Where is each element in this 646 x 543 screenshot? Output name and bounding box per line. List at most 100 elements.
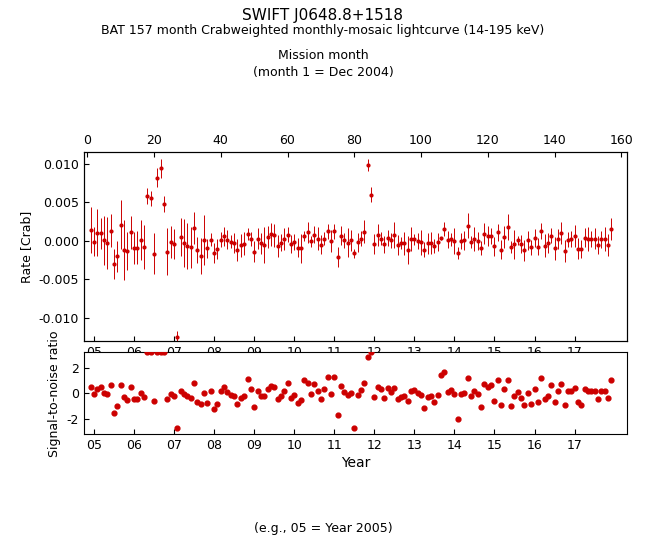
Point — [239, 392, 249, 401]
Point — [152, 348, 163, 356]
Point — [236, 394, 246, 402]
X-axis label: Year: Year — [340, 457, 370, 470]
Point — [253, 387, 263, 395]
Point — [489, 396, 499, 405]
Point — [516, 394, 526, 402]
Point — [132, 394, 143, 403]
Point — [579, 384, 590, 393]
Point — [606, 376, 616, 384]
Point — [576, 400, 587, 409]
Point — [299, 376, 309, 384]
Point — [346, 388, 356, 397]
Point — [99, 389, 109, 397]
Point — [393, 394, 403, 403]
Point — [269, 382, 279, 391]
Point — [85, 383, 96, 392]
Point — [149, 397, 159, 406]
Point — [543, 392, 553, 400]
Point — [496, 401, 506, 409]
Y-axis label: Rate [Crab]: Rate [Crab] — [20, 211, 33, 283]
Point — [536, 374, 547, 382]
Point — [182, 392, 193, 400]
Point — [259, 392, 269, 401]
Point — [145, 348, 156, 356]
Point — [389, 383, 399, 392]
Point — [256, 392, 266, 401]
Point — [499, 384, 510, 393]
Point — [546, 381, 556, 389]
Point — [159, 348, 169, 356]
Point — [109, 408, 119, 417]
Point — [583, 387, 593, 396]
Point — [376, 385, 386, 394]
Point — [559, 401, 570, 409]
Point — [433, 390, 443, 399]
Point — [476, 402, 486, 411]
Point — [586, 387, 596, 395]
Point — [402, 397, 413, 406]
Point — [302, 379, 313, 388]
Point — [89, 389, 99, 398]
Point — [289, 391, 299, 400]
Point — [362, 353, 373, 362]
Point — [139, 393, 149, 401]
Point — [105, 381, 116, 389]
Point — [533, 398, 543, 407]
Point — [396, 393, 406, 402]
Point — [449, 389, 459, 398]
Point — [503, 375, 513, 384]
Point — [413, 389, 423, 397]
Point — [349, 424, 359, 432]
Point — [102, 390, 112, 399]
Point — [336, 382, 346, 390]
Point — [266, 382, 276, 391]
Point — [129, 395, 139, 403]
Point — [136, 389, 146, 397]
Point — [216, 387, 226, 395]
Y-axis label: Signal-to-noise ratio: Signal-to-noise ratio — [48, 330, 61, 457]
Point — [326, 389, 336, 398]
Point — [359, 378, 370, 387]
Point — [293, 398, 303, 407]
Point — [563, 387, 573, 396]
Point — [373, 382, 383, 391]
Point — [296, 395, 306, 404]
Point — [509, 392, 519, 401]
Point — [356, 385, 366, 394]
Point — [353, 391, 363, 400]
Point — [316, 394, 326, 403]
Point — [589, 386, 599, 395]
Point — [483, 383, 493, 392]
Point — [596, 387, 607, 395]
Point — [399, 392, 410, 400]
Point — [276, 392, 286, 401]
Point — [142, 348, 152, 356]
Point — [205, 386, 216, 395]
Point — [92, 384, 103, 393]
Point — [282, 378, 293, 387]
Point — [122, 396, 132, 405]
Point — [125, 382, 136, 391]
Point — [406, 387, 416, 396]
Point — [185, 393, 196, 402]
Point — [222, 388, 233, 396]
Point — [366, 348, 376, 356]
Point — [116, 381, 126, 389]
Point — [569, 383, 579, 392]
Point — [156, 348, 166, 356]
Point — [479, 380, 490, 389]
Point — [439, 367, 450, 376]
Point — [436, 371, 446, 380]
Point — [112, 402, 123, 411]
Point — [506, 401, 516, 410]
Point — [519, 401, 530, 409]
Point — [416, 390, 426, 399]
Point — [379, 394, 390, 402]
Point — [242, 375, 253, 384]
Point — [319, 384, 329, 393]
Point — [169, 392, 179, 400]
Point — [199, 389, 209, 397]
Point — [119, 393, 129, 401]
Text: SWIFT J0648.8+1518: SWIFT J0648.8+1518 — [242, 8, 404, 23]
Point — [446, 386, 456, 394]
